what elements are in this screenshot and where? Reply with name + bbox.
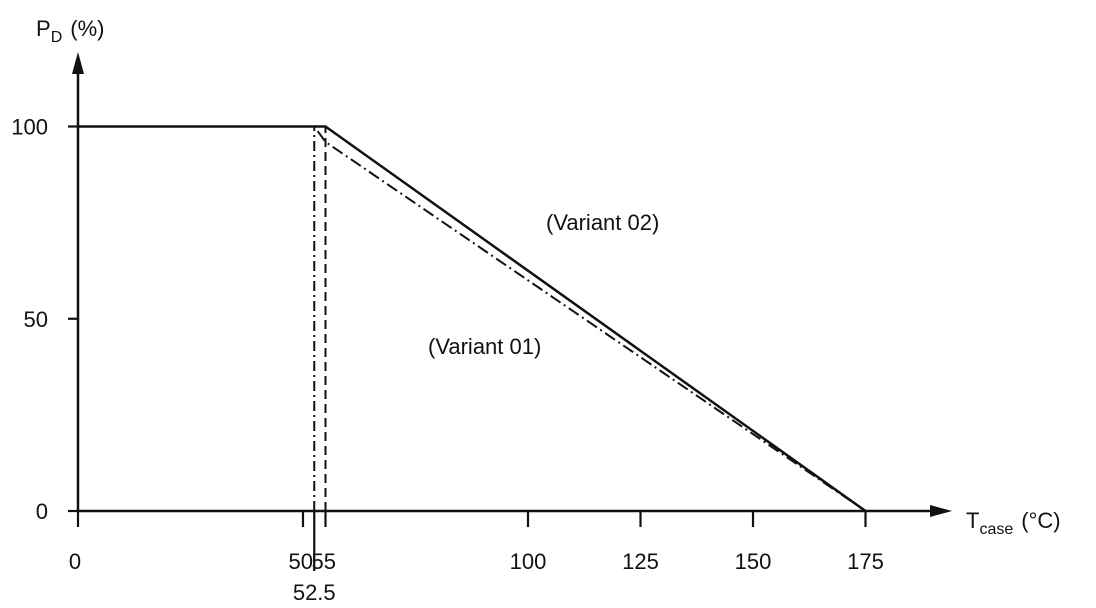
y-tick-label: 0 bbox=[36, 499, 48, 524]
y-axis-title: PD (%) bbox=[36, 16, 104, 46]
series-line-variant-01 bbox=[78, 125, 867, 512]
x-axis-arrow-icon bbox=[930, 505, 952, 517]
x-tick-label: 0 bbox=[69, 549, 81, 574]
x-tick-label: 150 bbox=[735, 549, 772, 574]
y-axis-arrow-icon bbox=[72, 52, 84, 74]
x-tick-label: 55 bbox=[312, 549, 336, 574]
x-tick-label: 175 bbox=[847, 549, 884, 574]
y-tick-label: 50 bbox=[24, 307, 48, 332]
variant-01-annotation: (Variant 01) bbox=[428, 334, 541, 359]
series-line-variant-02 bbox=[78, 125, 867, 513]
x-tick-label: 100 bbox=[510, 549, 547, 574]
axes bbox=[72, 52, 952, 517]
x-tick-label-extra: 52.5 bbox=[293, 580, 336, 605]
tick-marks bbox=[68, 125, 867, 571]
x-axis-title: Tcase (°C) bbox=[966, 508, 1061, 538]
y-tick-label: 100 bbox=[11, 115, 48, 140]
reference-lines bbox=[313, 126, 327, 511]
variant-02-annotation: (Variant 02) bbox=[546, 210, 659, 235]
x-tick-label: 50 bbox=[289, 549, 313, 574]
series-lines bbox=[78, 125, 867, 513]
x-tick-label: 125 bbox=[622, 549, 659, 574]
